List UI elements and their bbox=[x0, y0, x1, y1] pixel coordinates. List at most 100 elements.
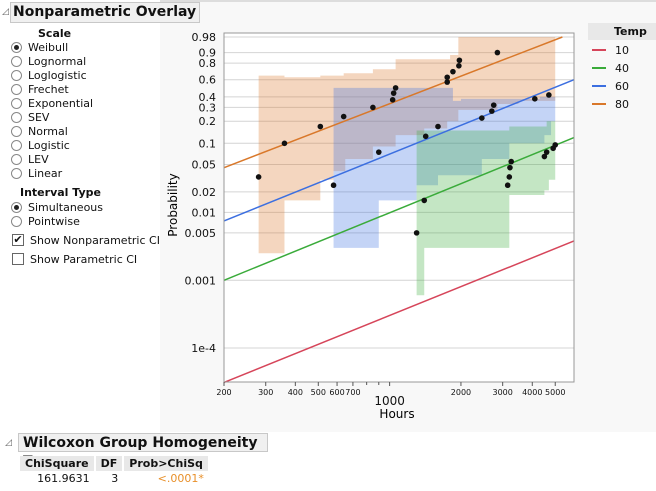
legend-item-60[interactable]: 60 bbox=[592, 79, 629, 93]
radio-label: Pointwise bbox=[28, 214, 80, 228]
interval-radio-simultaneous[interactable]: Simultaneous bbox=[11, 200, 103, 214]
interval-radio-pointwise[interactable]: Pointwise bbox=[11, 214, 80, 228]
plot-frame bbox=[224, 33, 574, 382]
legend-label: 80 bbox=[615, 97, 629, 111]
data-point bbox=[330, 182, 337, 189]
legend-label: 10 bbox=[615, 43, 629, 57]
prob-value: <.0001* bbox=[157, 472, 204, 485]
radio-label: Loglogistic bbox=[28, 68, 87, 82]
y-tick-label: 0.8 bbox=[199, 57, 217, 70]
data-point bbox=[543, 149, 550, 155]
y-axis-label: Probability bbox=[166, 173, 180, 236]
y-tick-label: 0.2 bbox=[199, 115, 217, 128]
legend-label: 40 bbox=[615, 61, 629, 75]
legend-label: 60 bbox=[615, 79, 629, 93]
data-point bbox=[494, 49, 501, 56]
data-point bbox=[340, 113, 347, 120]
radio-button[interactable] bbox=[11, 215, 22, 227]
data-point bbox=[389, 97, 396, 103]
confidence-band-80 bbox=[258, 37, 556, 254]
radio-label: Weibull bbox=[28, 40, 69, 54]
scale-radio-lognormal[interactable]: Lognormal bbox=[11, 54, 86, 68]
disclosure-icon[interactable]: ◿ bbox=[5, 438, 12, 448]
y-tick-label: 0.05 bbox=[192, 158, 217, 171]
legend-line-icon bbox=[592, 103, 606, 105]
x-tick-label: 500 bbox=[311, 388, 326, 397]
data-point bbox=[421, 197, 428, 204]
checkmark-icon[interactable]: ✔ bbox=[12, 233, 24, 246]
confidence-band-40 bbox=[416, 121, 556, 296]
radio-label: Logistic bbox=[28, 138, 70, 152]
y-tick-label: 0.01 bbox=[192, 206, 217, 219]
chisquare-value: 161.9631 bbox=[37, 472, 90, 485]
radio-label: Frechet bbox=[28, 82, 69, 96]
y-tick-label: 0.6 bbox=[199, 74, 217, 87]
x-tick-label: 400 bbox=[288, 388, 303, 397]
data-point bbox=[541, 153, 548, 160]
radio-button[interactable] bbox=[11, 201, 22, 213]
data-point bbox=[413, 230, 420, 236]
x-tick-label: 5000 bbox=[545, 388, 565, 397]
x-tick-label: 300 bbox=[258, 388, 273, 397]
data-point bbox=[456, 57, 463, 64]
data-point bbox=[375, 149, 382, 155]
scale-radio-logistic[interactable]: Logistic bbox=[11, 138, 70, 152]
checkbox-label: Show Nonparametric CI bbox=[30, 233, 160, 247]
radio-button[interactable] bbox=[11, 125, 22, 137]
scale-radio-loglogistic[interactable]: Loglogistic bbox=[11, 68, 87, 82]
radio-button[interactable] bbox=[11, 153, 22, 165]
y-tick-label: 0.3 bbox=[199, 101, 217, 114]
data-point bbox=[281, 140, 288, 147]
confidence-band-60 bbox=[333, 87, 556, 248]
radio-button[interactable] bbox=[11, 41, 22, 53]
wilcoxon-title[interactable]: Wilcoxon Group Homogeneity Test bbox=[18, 433, 268, 470]
radio-button[interactable] bbox=[11, 69, 22, 81]
legend-item-40[interactable]: 40 bbox=[592, 61, 629, 75]
data-point bbox=[392, 85, 399, 91]
scale-radio-linear[interactable]: Linear bbox=[11, 166, 62, 180]
legend-line-icon bbox=[592, 49, 606, 51]
legend-title: Temp bbox=[588, 23, 656, 40]
data-point bbox=[255, 174, 262, 180]
fit-line-10 bbox=[223, 240, 575, 384]
x-tick-label: 3000 bbox=[492, 388, 512, 397]
data-point bbox=[504, 182, 511, 189]
plot-border bbox=[223, 32, 575, 383]
radio-label: Simultaneous bbox=[28, 200, 104, 214]
radio-button[interactable] bbox=[11, 111, 22, 123]
scale-radio-frechet[interactable]: Frechet bbox=[11, 82, 69, 96]
scale-radio-weibull[interactable]: Weibull bbox=[11, 40, 68, 54]
wilcoxon-table: ChiSquare DF Prob>ChiSq 161.9631 3 <.0001* bbox=[20, 456, 210, 486]
scale-radio-sev[interactable]: SEV bbox=[11, 110, 49, 124]
scale-radio-lev[interactable]: LEV bbox=[11, 152, 49, 166]
x-tick-label: 2000 bbox=[451, 388, 471, 397]
scale-radio-normal[interactable]: Normal bbox=[11, 124, 68, 138]
col-df: DF bbox=[94, 456, 125, 471]
fit-line-60 bbox=[223, 78, 575, 222]
outline-title[interactable]: Nonparametric Overlay bbox=[10, 2, 200, 23]
legend-item-10[interactable]: 10 bbox=[592, 43, 629, 57]
data-point bbox=[444, 74, 451, 81]
data-point bbox=[507, 164, 513, 171]
data-point bbox=[390, 90, 397, 96]
y-tick-label: 0.9 bbox=[199, 47, 217, 60]
data-point bbox=[456, 62, 462, 69]
scale-radio-exponential[interactable]: Exponential bbox=[11, 96, 93, 110]
x-tick-label: 700 bbox=[345, 388, 360, 397]
disclosure-icon[interactable]: ◿ bbox=[2, 7, 9, 17]
legend-item-80[interactable]: 80 bbox=[592, 97, 629, 111]
checkbox-0[interactable]: ✔ Show Nonparametric CI bbox=[12, 233, 160, 247]
data-point bbox=[479, 115, 485, 121]
x-tick-label: 4000 bbox=[522, 388, 542, 397]
probability-plot: 0.98 0.90.8 0.6 0.40.30.2 0.1 0.05 0.02 0.01 0.0… bbox=[166, 31, 575, 421]
radio-button[interactable] bbox=[11, 167, 22, 179]
radio-button[interactable] bbox=[11, 139, 22, 151]
radio-button[interactable] bbox=[11, 83, 22, 95]
radio-button[interactable] bbox=[11, 55, 22, 67]
checkbox-box[interactable] bbox=[12, 253, 24, 265]
checkbox-label: Show Parametric CI bbox=[30, 252, 138, 266]
x-axis-label: Hours bbox=[379, 407, 414, 421]
checkbox-1[interactable]: Show Parametric CI bbox=[12, 252, 137, 266]
col-prob: Prob>ChiSq bbox=[123, 456, 210, 471]
radio-button[interactable] bbox=[11, 97, 22, 109]
